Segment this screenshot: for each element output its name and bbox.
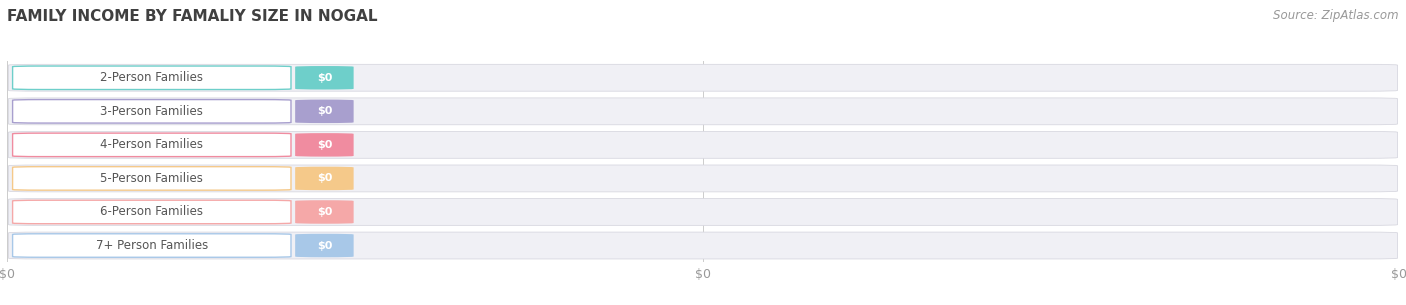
FancyBboxPatch shape — [13, 167, 291, 190]
FancyBboxPatch shape — [13, 200, 291, 224]
Text: $0: $0 — [316, 207, 332, 217]
FancyBboxPatch shape — [8, 165, 1398, 192]
FancyBboxPatch shape — [295, 200, 354, 224]
FancyBboxPatch shape — [295, 167, 354, 190]
Text: FAMILY INCOME BY FAMALIY SIZE IN NOGAL: FAMILY INCOME BY FAMALIY SIZE IN NOGAL — [7, 9, 378, 24]
Text: $0: $0 — [316, 73, 332, 83]
Text: 2-Person Families: 2-Person Families — [100, 71, 204, 84]
FancyBboxPatch shape — [295, 99, 354, 123]
FancyBboxPatch shape — [13, 66, 291, 90]
FancyBboxPatch shape — [8, 98, 1398, 125]
FancyBboxPatch shape — [8, 64, 1398, 91]
Text: 7+ Person Families: 7+ Person Families — [96, 239, 208, 252]
FancyBboxPatch shape — [13, 234, 291, 257]
FancyBboxPatch shape — [8, 232, 1398, 259]
FancyBboxPatch shape — [295, 234, 354, 257]
Text: $0: $0 — [316, 174, 332, 183]
Text: 6-Person Families: 6-Person Families — [100, 206, 204, 218]
FancyBboxPatch shape — [295, 66, 354, 90]
Text: $0: $0 — [316, 241, 332, 250]
FancyBboxPatch shape — [295, 133, 354, 156]
Text: $0: $0 — [316, 106, 332, 116]
Text: $0: $0 — [316, 140, 332, 150]
Text: 5-Person Families: 5-Person Families — [100, 172, 204, 185]
Text: Source: ZipAtlas.com: Source: ZipAtlas.com — [1274, 9, 1399, 22]
FancyBboxPatch shape — [13, 133, 291, 156]
FancyBboxPatch shape — [8, 131, 1398, 158]
FancyBboxPatch shape — [8, 199, 1398, 225]
FancyBboxPatch shape — [13, 99, 291, 123]
Text: 3-Person Families: 3-Person Families — [100, 105, 204, 118]
Text: 4-Person Families: 4-Person Families — [100, 138, 204, 151]
